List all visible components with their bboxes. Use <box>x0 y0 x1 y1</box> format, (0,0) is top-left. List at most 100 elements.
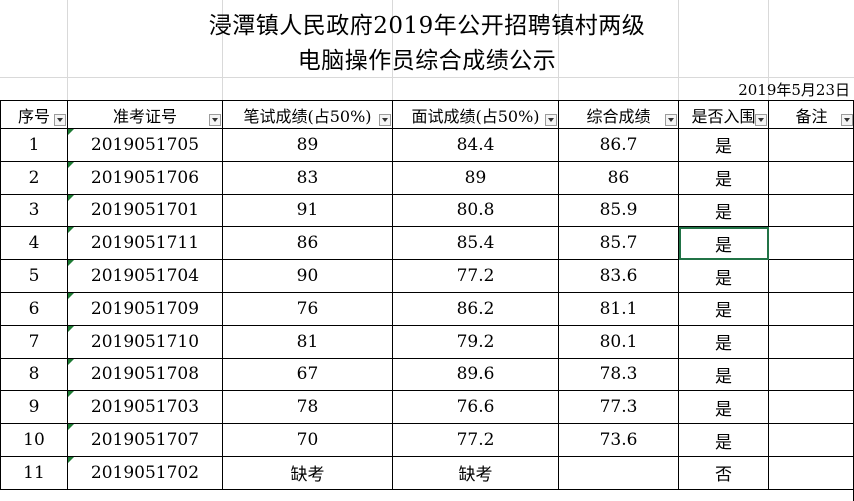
cell-note[interactable] <box>768 193 854 228</box>
cell-written-score[interactable]: 76 <box>222 291 393 326</box>
cell-written-score[interactable]: 91 <box>222 193 393 228</box>
cell-note[interactable] <box>768 390 854 425</box>
cell-total-score[interactable]: 81.1 <box>558 291 679 326</box>
cell-exam-id[interactable]: 2019051701 <box>67 193 223 228</box>
cell-written-score[interactable]: 83 <box>222 160 393 195</box>
cell-no[interactable]: 7 <box>0 324 68 359</box>
cell-total-score[interactable]: 86.7 <box>558 128 679 162</box>
cell-note[interactable] <box>768 128 854 162</box>
cell-no[interactable]: 5 <box>0 259 68 293</box>
header-cell-total[interactable]: 综合成绩 <box>558 100 679 129</box>
cell-exam-id[interactable]: 2019051711 <box>67 226 223 261</box>
cell-exam-id[interactable]: 2019051709 <box>67 291 223 326</box>
cell-exam-id[interactable]: 2019051704 <box>67 259 223 293</box>
cell-shortlisted[interactable]: 否 <box>678 455 769 490</box>
error-indicator-icon <box>68 457 74 463</box>
cell-note[interactable] <box>768 357 854 392</box>
cell-interview-score[interactable]: 77.2 <box>392 259 559 293</box>
cell-shortlisted[interactable]: 是 <box>678 324 769 359</box>
cell-written-score[interactable]: 86 <box>222 226 393 261</box>
cell-no[interactable]: 2 <box>0 160 68 195</box>
cell-exam-id[interactable]: 2019051702 <box>67 455 223 490</box>
cell-no[interactable]: 8 <box>0 357 68 392</box>
cell-shortlisted[interactable]: 是 <box>678 423 769 457</box>
cell-exam-id[interactable]: 2019051708 <box>67 357 223 392</box>
cell-note[interactable] <box>768 259 854 293</box>
cell-no[interactable]: 6 <box>0 291 68 326</box>
cell-exam-id[interactable]: 2019051706 <box>67 160 223 195</box>
cell-written-score[interactable]: 81 <box>222 324 393 359</box>
cell-written-score[interactable]: 缺考 <box>222 455 393 490</box>
header-label: 序号 <box>17 106 50 126</box>
cell-interview-score[interactable]: 89.6 <box>392 357 559 392</box>
filter-dropdown-icon[interactable] <box>379 114 391 126</box>
cell-no[interactable]: 10 <box>0 423 68 457</box>
cell-interview-score[interactable]: 80.8 <box>392 193 559 228</box>
cell-exam-id[interactable]: 2019051707 <box>67 423 223 457</box>
cell-note[interactable] <box>768 160 854 195</box>
cell-no[interactable]: 4 <box>0 226 68 261</box>
cell-interview-score[interactable]: 79.2 <box>392 324 559 359</box>
header-cell-no[interactable]: 序号 <box>0 100 68 129</box>
cell-shortlisted[interactable]: 是 <box>678 291 769 326</box>
cell-shortlisted[interactable]: 是 <box>678 226 769 261</box>
header-cell-written[interactable]: 笔试成绩(占50%) <box>222 100 393 129</box>
cell-shortlisted[interactable]: 是 <box>678 259 769 293</box>
cell-exam-id[interactable]: 2019051710 <box>67 324 223 359</box>
cell-note[interactable] <box>768 423 854 457</box>
cell-interview-score[interactable]: 85.4 <box>392 226 559 261</box>
cell-no[interactable]: 9 <box>0 390 68 425</box>
error-indicator-icon <box>68 359 74 365</box>
cell-total-score[interactable]: 77.3 <box>558 390 679 425</box>
cell-note[interactable] <box>768 324 854 359</box>
cell-interview-score[interactable]: 89 <box>392 160 559 195</box>
sheet-title-line2: 电脑操作员综合成绩公示 <box>297 48 557 74</box>
cell-note[interactable] <box>768 226 854 261</box>
cell-written-score[interactable]: 90 <box>222 259 393 293</box>
filter-dropdown-icon[interactable] <box>841 114 853 126</box>
filter-dropdown-icon[interactable] <box>665 114 677 126</box>
filter-dropdown-icon[interactable] <box>545 114 557 126</box>
cell-shortlisted[interactable]: 是 <box>678 390 769 425</box>
filter-dropdown-icon[interactable] <box>209 114 221 126</box>
cell-total-score[interactable]: 85.7 <box>558 226 679 261</box>
error-indicator-icon <box>68 129 74 135</box>
cell-note[interactable] <box>768 455 854 490</box>
cell-total-score[interactable]: 80.1 <box>558 324 679 359</box>
gridline <box>558 0 559 100</box>
cell-no[interactable]: 11 <box>0 455 68 490</box>
cell-written-score[interactable]: 89 <box>222 128 393 162</box>
cell-interview-score[interactable]: 84.4 <box>392 128 559 162</box>
header-cell-shortlisted[interactable]: 是否入围 <box>678 100 769 129</box>
cell-total-score[interactable]: 73.6 <box>558 423 679 457</box>
cell-total-score[interactable]: 85.9 <box>558 193 679 228</box>
cell-no[interactable]: 3 <box>0 193 68 228</box>
cell-written-score[interactable]: 78 <box>222 390 393 425</box>
cell-total-score[interactable] <box>558 455 679 490</box>
header-cell-id[interactable]: 准考证号 <box>67 100 223 129</box>
cell-written-score[interactable]: 70 <box>222 423 393 457</box>
filter-dropdown-icon[interactable] <box>755 114 767 126</box>
cell-interview-score[interactable]: 76.6 <box>392 390 559 425</box>
table-row: 11 2019051702 缺考 缺考否 <box>0 455 854 490</box>
cell-exam-id[interactable]: 2019051705 <box>67 128 223 162</box>
cell-shortlisted[interactable]: 是 <box>678 193 769 228</box>
cell-shortlisted[interactable]: 是 <box>678 160 769 195</box>
cell-interview-score[interactable]: 缺考 <box>392 455 559 490</box>
header-cell-interview[interactable]: 面试成绩(占50%) <box>392 100 559 129</box>
error-indicator-icon <box>68 195 74 201</box>
cell-exam-id[interactable]: 2019051703 <box>67 390 223 425</box>
cell-total-score[interactable]: 83.6 <box>558 259 679 293</box>
cell-written-score[interactable]: 67 <box>222 357 393 392</box>
cell-total-score[interactable]: 86 <box>558 160 679 195</box>
cell-interview-score[interactable]: 77.2 <box>392 423 559 457</box>
cell-shortlisted[interactable]: 是 <box>678 357 769 392</box>
cell-total-score[interactable]: 78.3 <box>558 357 679 392</box>
cell-note[interactable] <box>768 291 854 326</box>
cell-shortlisted[interactable]: 是 <box>678 128 769 162</box>
filter-dropdown-icon[interactable] <box>54 114 66 126</box>
header-cell-note[interactable]: 备注 <box>768 100 854 129</box>
cell-interview-score[interactable]: 86.2 <box>392 291 559 326</box>
cell-no[interactable]: 1 <box>0 128 68 162</box>
